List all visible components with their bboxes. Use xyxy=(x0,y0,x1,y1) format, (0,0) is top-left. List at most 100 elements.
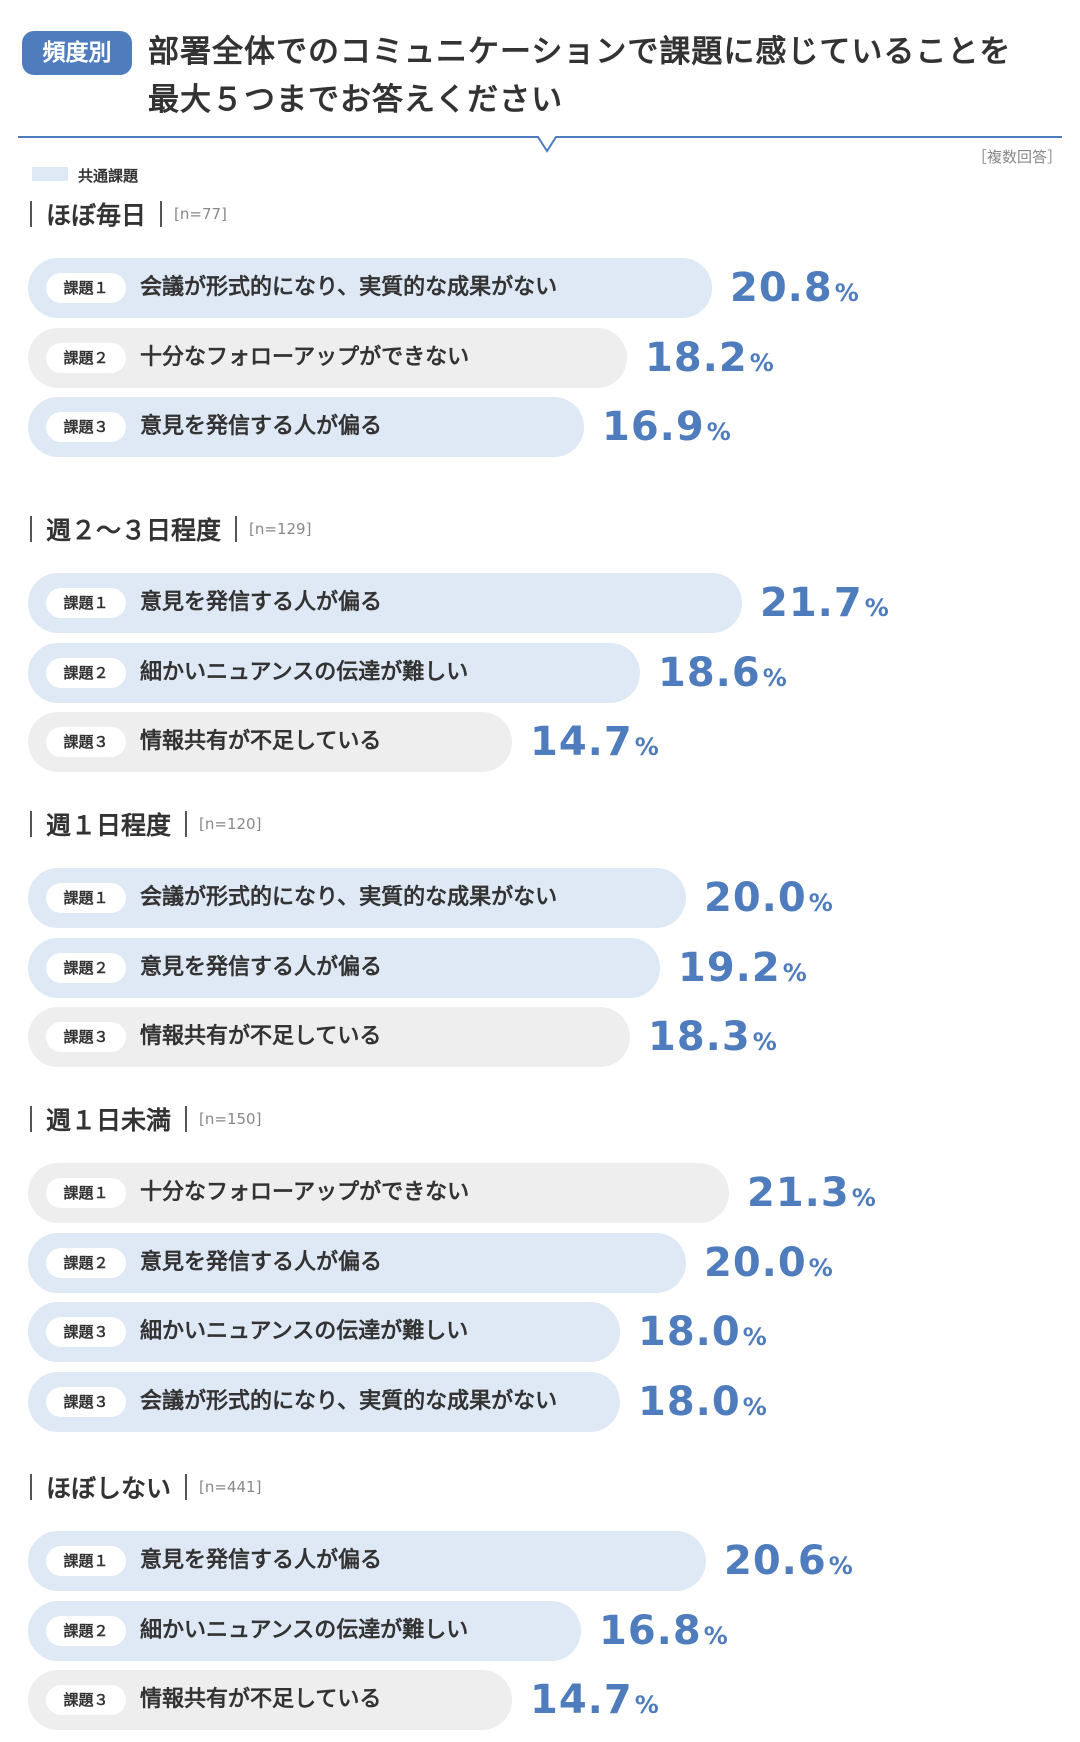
heading-rule-left xyxy=(30,201,32,227)
group-name: ほぼ毎日 xyxy=(46,201,147,230)
rank-badge: 課題１ xyxy=(46,1546,126,1576)
data-label: 20.8% xyxy=(730,258,859,318)
rank-badge: 課題３ xyxy=(46,1022,126,1052)
data-label: 16.9% xyxy=(602,397,731,457)
data-label-value: 16.8 xyxy=(599,1608,702,1654)
data-label-unit: % xyxy=(808,889,833,917)
data-label-value: 20.0 xyxy=(704,875,807,921)
data-label: 14.7% xyxy=(530,1670,659,1730)
bar: 課題２ 意見を発信する人が偏る xyxy=(28,938,660,998)
data-label: 18.0% xyxy=(638,1372,767,1432)
legend-swatch-common xyxy=(32,167,68,181)
data-label: 18.2% xyxy=(645,328,774,388)
data-label-value: 20.0 xyxy=(704,1240,807,1286)
heading-rule-right xyxy=(185,1106,188,1132)
question-title-line1: 部署全体でのコミュニケーションで課題に感じていることを xyxy=(148,34,1012,70)
rank-badge: 課題３ xyxy=(46,1317,126,1347)
data-label-value: 18.0 xyxy=(638,1379,741,1425)
bar: 課題２ 細かいニュアンスの伝達が難しい xyxy=(28,1601,581,1661)
bar-label: 十分なフォローアップができない xyxy=(140,1180,470,1205)
group-name: ほぼしない xyxy=(46,1474,172,1503)
bar-label: 意見を発信する人が偏る xyxy=(140,1250,383,1275)
data-label-value: 20.6 xyxy=(724,1538,827,1584)
group-heading: 週１日程度 [n=120] xyxy=(30,806,262,840)
data-label-unit: % xyxy=(742,1393,767,1421)
bar: 課題２ 十分なフォローアップができない xyxy=(28,328,627,388)
bar-label: 細かいニュアンスの伝達が難しい xyxy=(140,1319,469,1344)
bar-label: 細かいニュアンスの伝達が難しい xyxy=(140,1618,469,1643)
rank-badge: 課題２ xyxy=(46,658,126,688)
group-sample-size: [n=150] xyxy=(199,1110,262,1128)
data-label: 19.2% xyxy=(678,938,807,998)
rank-badge: 課題２ xyxy=(46,1616,126,1646)
data-label: 20.6% xyxy=(724,1531,853,1591)
group-name: 週１日未満 xyxy=(46,1106,172,1135)
data-label-value: 18.2 xyxy=(645,335,748,381)
data-label-unit: % xyxy=(762,664,787,692)
group-sample-size: [n=129] xyxy=(249,520,312,538)
bar-label: 情報共有が不足している xyxy=(140,1024,382,1049)
data-label-value: 18.0 xyxy=(638,1309,741,1355)
heading-rule-left xyxy=(30,1474,32,1500)
data-label-value: 14.7 xyxy=(530,1677,633,1723)
bar: 課題３ 細かいニュアンスの伝達が難しい xyxy=(28,1302,620,1362)
rank-badge: 課題１ xyxy=(46,883,126,913)
heading-rule-right xyxy=(185,811,188,837)
bar: 課題３ 会議が形式的になり、実質的な成果がない xyxy=(28,1372,620,1432)
rank-badge: 課題１ xyxy=(46,273,126,303)
question-title: 部署全体でのコミュニケーションで課題に感じていることを 最大５つまでお答えくださ… xyxy=(148,28,1058,124)
data-label-unit: % xyxy=(808,1254,833,1282)
bar-label: 意見を発信する人が偏る xyxy=(140,955,383,980)
bar-label: 意見を発信する人が偏る xyxy=(140,1548,383,1573)
bar: 課題１ 意見を発信する人が偏る xyxy=(28,1531,706,1591)
rank-badge: 課題３ xyxy=(46,1387,126,1417)
group-sample-size: [n=441] xyxy=(199,1478,262,1496)
data-label-value: 21.3 xyxy=(747,1170,850,1216)
bar-label: 意見を発信する人が偏る xyxy=(140,590,383,615)
category-badge: 頻度別 xyxy=(22,31,132,75)
bar-label: 意見を発信する人が偏る xyxy=(140,414,383,439)
data-label-value: 18.3 xyxy=(648,1014,751,1060)
data-label: 18.3% xyxy=(648,1007,777,1067)
bar-label: 細かいニュアンスの伝達が難しい xyxy=(140,660,469,685)
group-name: 週２〜３日程度 xyxy=(46,516,222,545)
data-label: 18.0% xyxy=(638,1302,767,1362)
bar: 課題１ 会議が形式的になり、実質的な成果がない xyxy=(28,258,712,318)
data-label-value: 16.9 xyxy=(602,404,705,450)
bar: 課題３ 意見を発信する人が偏る xyxy=(28,397,584,457)
bar-label: 会議が形式的になり、実質的な成果がない xyxy=(140,275,558,300)
data-label: 20.0% xyxy=(704,1233,833,1293)
data-label-unit: % xyxy=(782,959,807,987)
multiple-answer-note: ［複数回答］ xyxy=(971,148,1062,166)
question-title-line2: 最大５つまでお答えください xyxy=(148,82,564,118)
bar-label: 十分なフォローアップができない xyxy=(140,345,470,370)
rank-badge: 課題３ xyxy=(46,412,126,442)
data-label-unit: % xyxy=(828,1552,853,1580)
data-label-value: 20.8 xyxy=(730,265,833,311)
data-label-unit: % xyxy=(752,1028,777,1056)
bar: 課題２ 意見を発信する人が偏る xyxy=(28,1233,686,1293)
group-heading: ほぼしない [n=441] xyxy=(30,1469,262,1503)
data-label-unit: % xyxy=(742,1323,767,1351)
bar-label: 情報共有が不足している xyxy=(140,729,382,754)
heading-rule-right xyxy=(160,201,163,227)
data-label-unit: % xyxy=(864,594,889,622)
heading-rule-right xyxy=(185,1474,188,1500)
bar: 課題３ 情報共有が不足している xyxy=(28,1007,630,1067)
legend-label-common: 共通課題 xyxy=(78,167,139,185)
group-sample-size: [n=120] xyxy=(199,815,262,833)
rank-badge: 課題２ xyxy=(46,1248,126,1278)
bar: 課題２ 細かいニュアンスの伝達が難しい xyxy=(28,643,640,703)
data-label-unit: % xyxy=(634,1691,659,1719)
bar-label: 会議が形式的になり、実質的な成果がない xyxy=(140,1389,558,1414)
bar: 課題３ 情報共有が不足している xyxy=(28,712,512,772)
rank-badge: 課題２ xyxy=(46,343,126,373)
group-heading: 週１日未満 [n=150] xyxy=(30,1101,262,1135)
group-heading: 週２〜３日程度 [n=129] xyxy=(30,511,312,545)
data-label: 21.3% xyxy=(747,1163,876,1223)
data-label-unit: % xyxy=(634,733,659,761)
data-label: 20.0% xyxy=(704,868,833,928)
bar: 課題３ 情報共有が不足している xyxy=(28,1670,512,1730)
data-label-unit: % xyxy=(851,1184,876,1212)
rank-badge: 課題１ xyxy=(46,588,126,618)
